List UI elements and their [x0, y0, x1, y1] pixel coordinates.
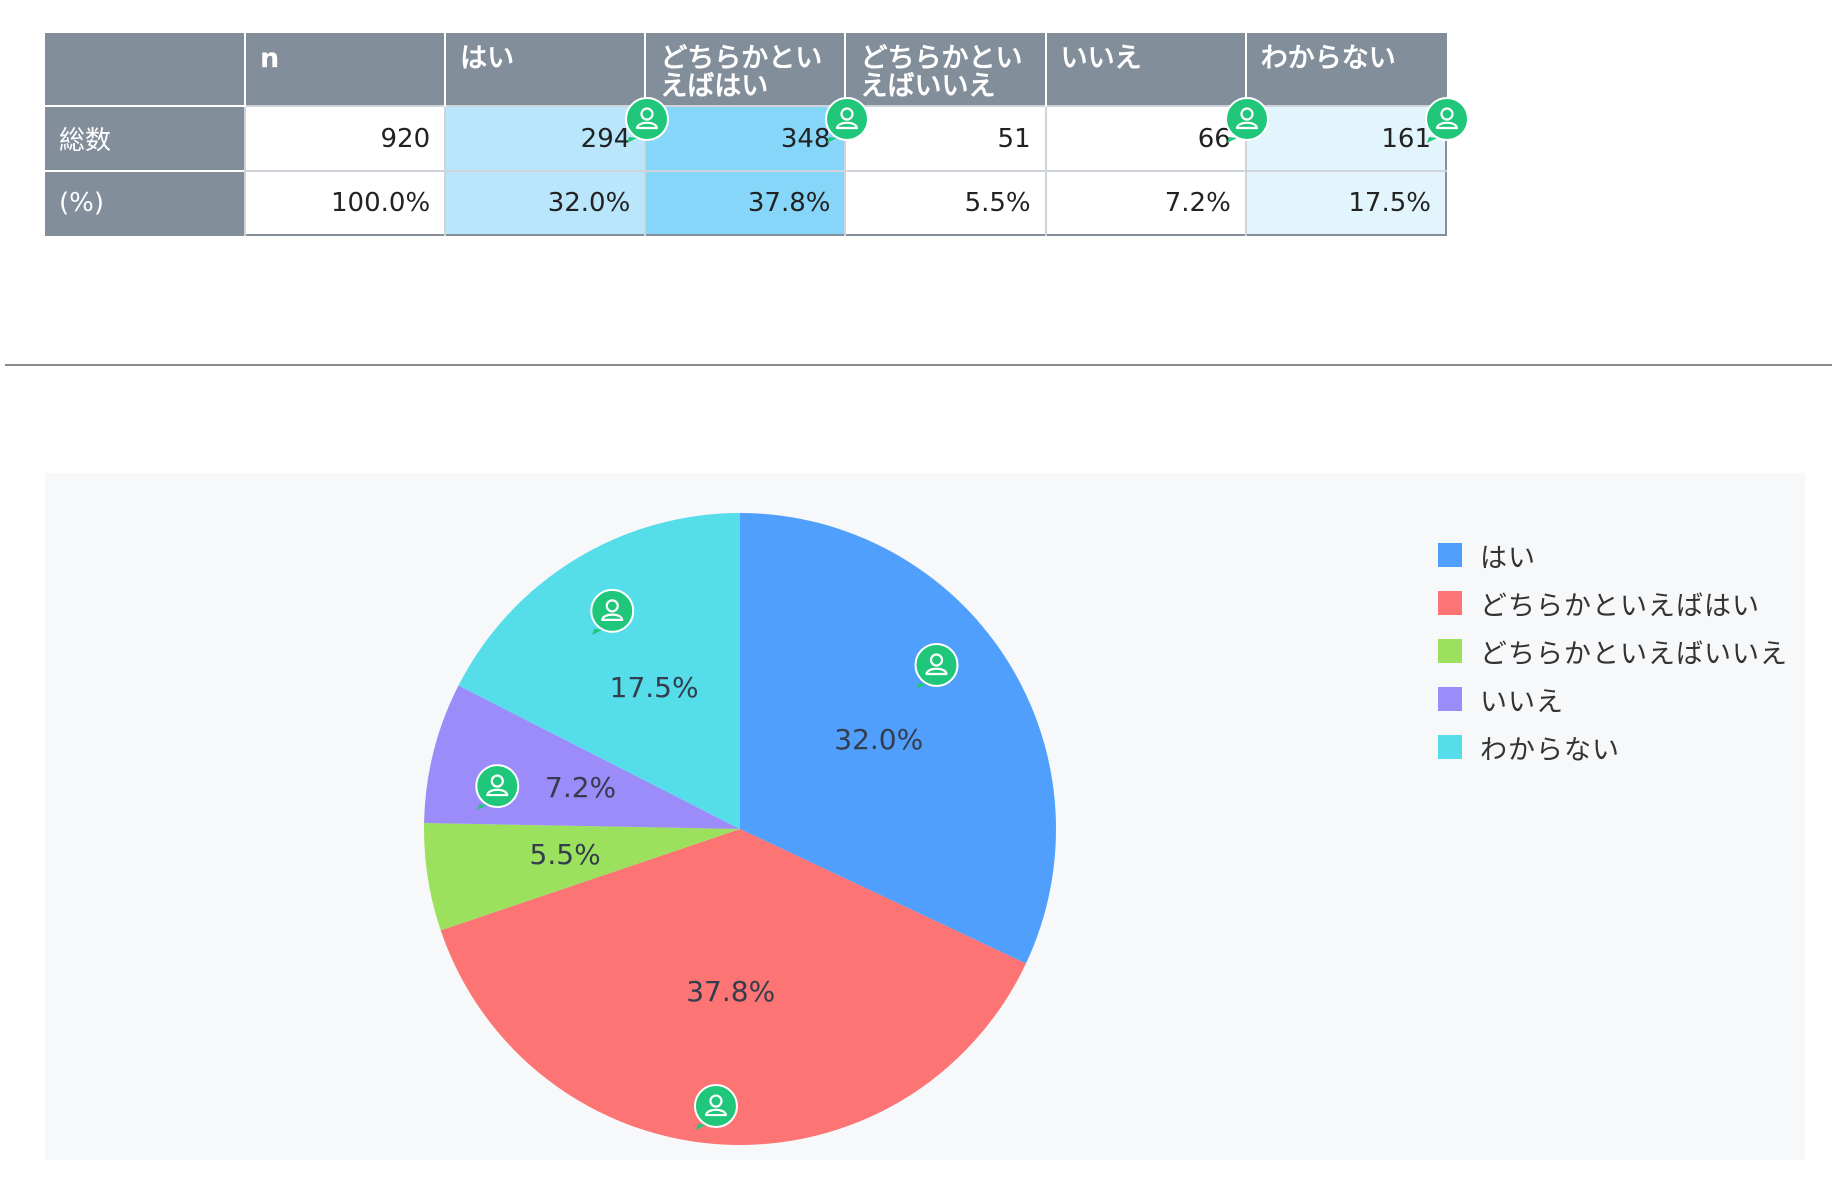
- legend-item[interactable]: どちらかといえばいいえ: [1438, 627, 1788, 675]
- row-label-count: 総数: [45, 105, 245, 171]
- header-somewhat-no: どちらかとい えばいいえ: [844, 33, 1046, 106]
- legend-swatch: [1438, 591, 1462, 615]
- pie-slice[interactable]: [423, 823, 740, 931]
- header-yes: はい: [444, 33, 646, 106]
- legend-label: わからない: [1480, 734, 1620, 766]
- cell-pct-n: 100.0%: [243, 170, 446, 235]
- legend-item[interactable]: どちらかといえばはい: [1438, 579, 1788, 627]
- cell-pct-somewhat-no: 5.5%: [844, 170, 1046, 235]
- pie-slice[interactable]: [440, 829, 1026, 1145]
- cell-count-dont-know: 161: [1244, 105, 1446, 171]
- header-dont-know: わからない: [1244, 33, 1446, 106]
- legend-item[interactable]: わからない: [1438, 723, 1788, 771]
- cell-count-somewhat-yes: 348: [644, 105, 846, 171]
- comment-user-icon[interactable]: [823, 97, 869, 143]
- cell-count-yes: 294: [444, 105, 646, 171]
- legend-item[interactable]: はい: [1438, 531, 1788, 579]
- section-divider: [5, 364, 1832, 366]
- legend-swatch: [1438, 639, 1462, 663]
- legend-item[interactable]: いいえ: [1438, 675, 1788, 723]
- chart-panel: 32.0% 37.8% 5.5% 7.2% 17.5% はい どちらかといえばはい どち…: [45, 473, 1805, 1160]
- chart-legend: はい どちらかといえばはい どちらかといえばいいえ いいえ わからない: [1438, 531, 1788, 771]
- table-header-row: n はい どちらかとい えばはい どちらかとい えばいいえ いいえ わからない: [45, 33, 1446, 106]
- pie-data-label: 32.0%: [834, 723, 923, 756]
- crosstab-table: n はい どちらかとい えばはい どちらかとい えばいいえ いいえ わからない …: [45, 33, 1447, 236]
- pie-slice[interactable]: [458, 513, 740, 829]
- table-row-percent: (%) 100.0% 32.0% 37.8% 5.5% 7.2% 17.5%: [45, 170, 1446, 235]
- cell-count-no: 66: [1044, 105, 1246, 171]
- header-n: n: [243, 33, 446, 106]
- row-label-percent: (%): [45, 170, 245, 235]
- cell-count-n: 920: [243, 105, 446, 171]
- header-corner: [45, 33, 245, 106]
- comment-user-icon[interactable]: [623, 97, 669, 143]
- cell-pct-no: 7.2%: [1044, 170, 1246, 235]
- legend-label: はい: [1480, 542, 1536, 574]
- pie-data-label: 7.2%: [545, 771, 616, 804]
- legend-label: いいえ: [1480, 686, 1564, 718]
- table-row-count: 総数 920 294 348 51 66 161: [45, 105, 1446, 171]
- pie-data-label: 37.8%: [686, 975, 775, 1008]
- pie-slice[interactable]: [740, 513, 1056, 964]
- cell-pct-somewhat-yes: 37.8%: [644, 170, 846, 235]
- cell-pct-yes: 32.0%: [444, 170, 646, 235]
- pie-chart: 32.0% 37.8% 5.5% 7.2% 17.5%: [423, 513, 1056, 1145]
- legend-label: どちらかといえばいいえ: [1480, 638, 1788, 670]
- legend-swatch: [1438, 687, 1462, 711]
- pie-data-label: 17.5%: [610, 671, 699, 704]
- comment-user-icon[interactable]: [1223, 97, 1269, 143]
- legend-swatch: [1438, 543, 1462, 567]
- pie-data-label: 5.5%: [530, 838, 601, 871]
- legend-swatch: [1438, 735, 1462, 759]
- comment-user-icon[interactable]: [1423, 97, 1469, 143]
- cell-count-somewhat-no: 51: [844, 105, 1046, 171]
- header-no: いいえ: [1044, 33, 1246, 106]
- header-somewhat-yes: どちらかとい えばはい: [644, 33, 846, 106]
- legend-label: どちらかといえばはい: [1480, 590, 1760, 622]
- crosstab-table-container: n はい どちらかとい えばはい どちらかとい えばいいえ いいえ わからない …: [45, 33, 1447, 236]
- cell-pct-dont-know: 17.5%: [1244, 170, 1446, 235]
